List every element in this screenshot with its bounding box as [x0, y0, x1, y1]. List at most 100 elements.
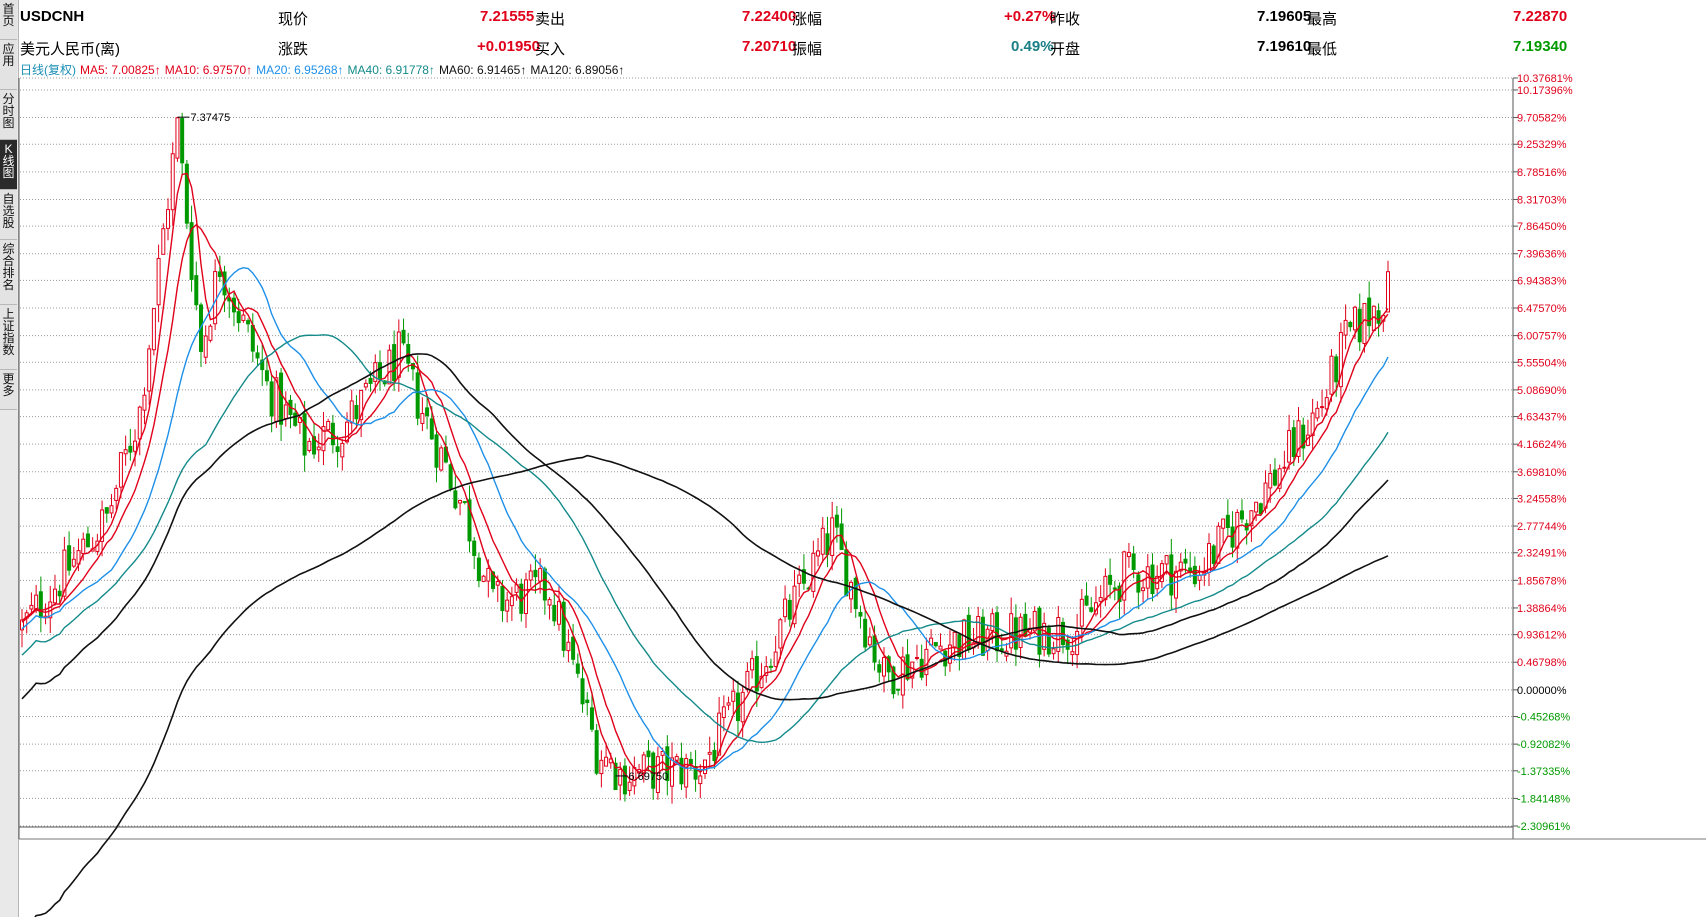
- candle-body: [363, 382, 368, 388]
- candle-body: [481, 575, 486, 582]
- sidebar-item-6[interactable]: 上证指数: [0, 305, 17, 370]
- candle-body: [1084, 595, 1089, 606]
- y-tick-label: 0.93612%: [1517, 630, 1567, 642]
- candle-body: [1037, 607, 1042, 655]
- sidebar-item-4[interactable]: 自选股: [0, 190, 17, 240]
- sidebar-item-5[interactable]: 综合排名: [0, 240, 17, 305]
- candle-body: [359, 389, 364, 421]
- candle-body: [71, 558, 76, 567]
- price-label: 现价: [278, 11, 309, 28]
- candle-body: [599, 759, 604, 775]
- y-tick-label: 1.85678%: [1517, 575, 1567, 587]
- candle-body: [552, 604, 557, 622]
- candle-body: [1320, 406, 1325, 409]
- candle-body: [38, 591, 43, 619]
- candle-body: [476, 557, 481, 582]
- y-tick-label: 7.86450%: [1517, 221, 1567, 233]
- candle-body: [778, 619, 783, 649]
- candle-body: [1079, 598, 1084, 627]
- candle-body: [1122, 551, 1127, 601]
- candle-body: [952, 631, 957, 649]
- candle-body: [646, 750, 651, 758]
- candle-body: [707, 751, 712, 755]
- candle-body: [834, 514, 839, 528]
- candle-body: [1183, 558, 1188, 564]
- candle-body: [533, 569, 538, 578]
- candle-body: [773, 651, 778, 667]
- candle-body: [1009, 613, 1014, 649]
- candle-body: [1075, 630, 1080, 656]
- y-tick-label: 6.00757%: [1517, 331, 1567, 343]
- candle-body: [1211, 545, 1216, 564]
- candle-body: [881, 657, 886, 677]
- candle-body: [1310, 412, 1315, 437]
- candle-body: [1174, 570, 1179, 599]
- y-tick-label: 9.70582%: [1517, 113, 1567, 125]
- candle-body: [255, 352, 260, 359]
- candle-body: [1032, 610, 1037, 632]
- candle-body: [462, 501, 467, 504]
- prev-close-label: 昨收: [1050, 11, 1081, 28]
- candle-body: [858, 612, 863, 617]
- candle-body: [151, 308, 156, 351]
- y-tick-label: 2.77744%: [1517, 521, 1567, 533]
- candle-body: [768, 665, 773, 668]
- candle-body: [575, 663, 580, 674]
- candle-body: [1338, 332, 1343, 388]
- candle-body: [1098, 597, 1103, 602]
- candle-body: [283, 404, 288, 419]
- candle-body: [264, 370, 269, 382]
- candle-body: [745, 670, 750, 691]
- candle-body: [1343, 319, 1348, 336]
- candle-body: [1117, 585, 1122, 603]
- ma20-line: [21, 266, 1389, 771]
- bid-value: 7.20710: [742, 38, 797, 55]
- instrument-name: 美元人民币(离): [20, 41, 120, 58]
- candle-body: [787, 599, 792, 620]
- candle-body: [1070, 651, 1075, 656]
- candle-body: [1287, 430, 1292, 463]
- candle-body: [783, 598, 788, 618]
- candle-body: [561, 601, 566, 651]
- ma-legend-item-3: MA20: 6.95268↑: [256, 63, 344, 77]
- candle-body: [1126, 551, 1131, 558]
- ma40-line: [21, 334, 1389, 744]
- ma60-line: [21, 353, 1389, 701]
- y-tick-label: 0.00000%: [1517, 685, 1567, 697]
- candle-body: [750, 658, 755, 671]
- candle-body: [547, 599, 552, 606]
- y-tick-label: -1.37335%: [1517, 766, 1570, 778]
- ma120-line: [34, 454, 1389, 917]
- y-tick-label: 3.24558%: [1517, 493, 1567, 505]
- quote-header: USDCNH 美元人民币(离) 现价 涨跌 7.21555 +0.01950 卖…: [20, 0, 1706, 62]
- sidebar-item-7[interactable]: 更多: [0, 370, 17, 410]
- high-label: 最高: [1307, 11, 1338, 28]
- candle-body: [820, 527, 825, 555]
- y-tick-label: -2.30961%: [1517, 821, 1570, 833]
- candle-body: [100, 509, 105, 542]
- candle-body: [133, 440, 138, 452]
- change-label: 涨跌: [278, 41, 309, 58]
- candle-body: [354, 404, 359, 420]
- candle-body: [123, 449, 128, 455]
- candle-body: [161, 228, 166, 255]
- y-tick-label: 7.39636%: [1517, 249, 1567, 261]
- candle-body: [962, 619, 967, 660]
- candle-body: [1376, 310, 1381, 324]
- candle-body: [429, 418, 434, 440]
- candle-body: [896, 688, 901, 691]
- y-tick-label: -0.45268%: [1517, 712, 1570, 724]
- sidebar-item-0[interactable]: 首页: [0, 0, 17, 40]
- sidebar-item-1[interactable]: 应用: [0, 40, 17, 90]
- candle-body: [792, 585, 797, 625]
- candle-body: [246, 320, 251, 325]
- candle-body: [189, 222, 194, 280]
- candle-body: [387, 349, 392, 385]
- candle-body: [170, 153, 175, 211]
- candle-body: [1268, 472, 1273, 489]
- sidebar-item-2[interactable]: 分时图: [0, 90, 17, 140]
- candle-body: [269, 381, 274, 417]
- candle-body: [538, 568, 543, 582]
